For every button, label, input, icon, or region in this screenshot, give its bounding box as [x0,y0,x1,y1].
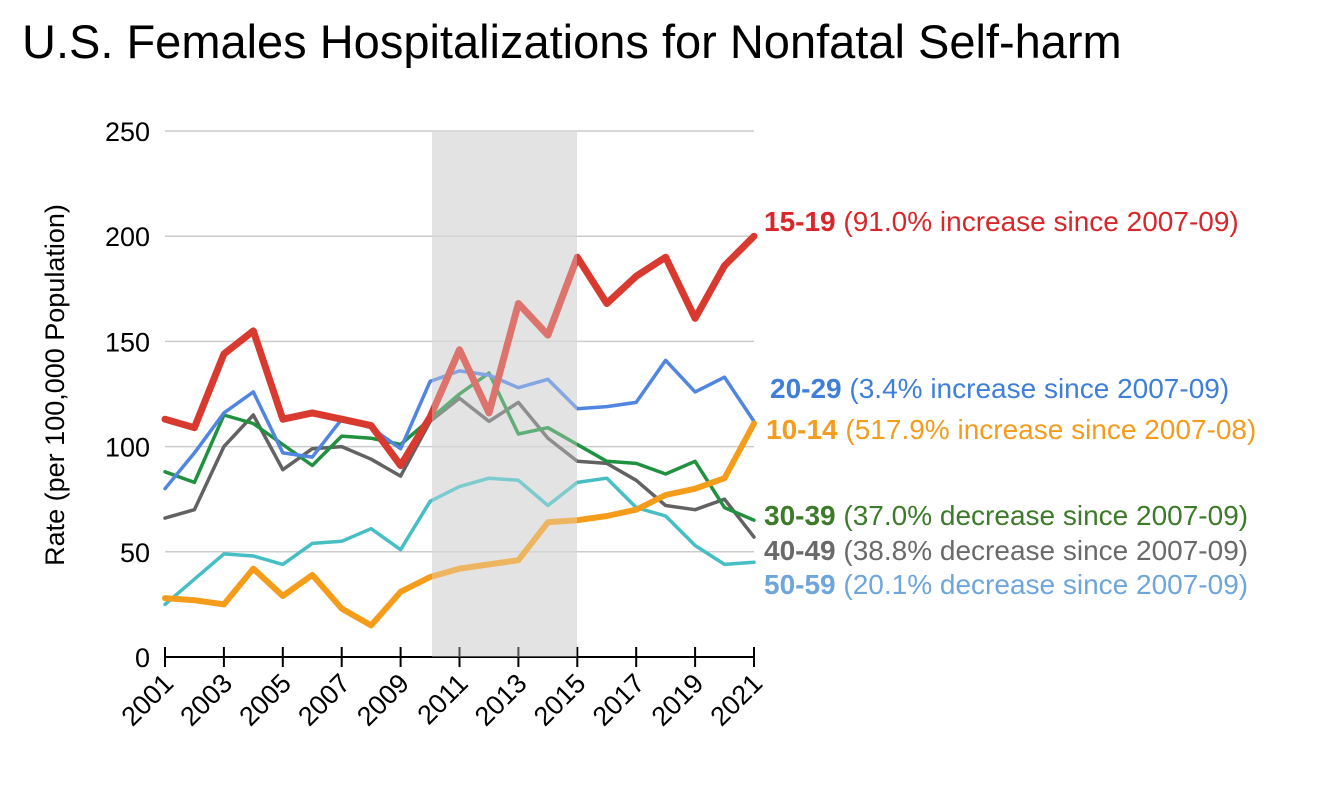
legend-50-59-label: 50-59 [764,569,836,600]
x-tick-labels: 2001200320052007200920112013201520172019… [116,668,769,732]
series-line-10-14 [162,420,757,629]
x-tick-label-2017: 2017 [587,668,651,732]
y-tick-label-100: 100 [105,433,150,463]
legend-10-14-label: 10-14 [766,414,838,445]
legend-30-39-text: (37.0% decrease since 2007-09) [843,500,1249,531]
y-tick-label-200: 200 [105,222,150,252]
y-tick-label-0: 0 [135,643,150,673]
y-tick-label-50: 50 [120,538,150,568]
x-tick-label-2015: 2015 [528,668,592,732]
gridlines [165,130,754,553]
x-tick-label-2011: 2011 [411,668,473,730]
series-line-50-59 [163,476,756,607]
legend-10-14: 10-14 (517.9% increase since 2007-08) [766,414,1256,446]
legend-15-19-label: 15-19 [764,206,836,237]
legend-15-19-text: (91.0% increase since 2007-09) [843,206,1239,237]
x-tick-label-2019: 2019 [646,668,710,732]
legend-20-29: 20-29 (3.4% increase since 2007-09) [770,373,1229,405]
x-tick-label-2013: 2013 [469,668,533,732]
x-tick-label-2021: 2021 [705,668,769,732]
legend-50-59: 50-59 (20.1% decrease since 2007-09) [764,569,1248,601]
series-lines [161,232,758,629]
series-line-30-39 [163,371,756,522]
y-tick-label-250: 250 [105,117,150,147]
series-line-20-29 [163,358,756,491]
y-tick-labels: 0 50 100 150 200 250 [105,117,150,673]
x-tick-label-2009: 2009 [351,668,415,732]
legend-40-49: 40-49 (38.8% decrease since 2007-09) [764,535,1248,567]
legend-10-14-text: (517.9% increase since 2007-08) [845,414,1257,445]
legend-40-49-text: (38.8% decrease since 2007-09) [843,535,1249,566]
y-axis-title: Rate (per 100,000 Population) [40,204,70,566]
series-line-15-19 [161,232,758,469]
x-tick-label-2007: 2007 [292,668,356,732]
axes [164,647,755,667]
x-tick-label-2003: 2003 [174,668,238,732]
legend-40-49-label: 40-49 [764,535,836,566]
legend-50-59-text: (20.1% decrease since 2007-09) [843,569,1249,600]
chart-title: U.S. Females Hospitalizations for Nonfat… [22,15,1122,68]
legend-30-39-label: 30-39 [764,500,836,531]
legend-15-19: 15-19 (91.0% increase since 2007-09) [764,206,1239,238]
period-overlay [432,131,577,657]
legend-20-29-text: (3.4% increase since 2007-09) [849,373,1230,404]
x-tick-label-2001: 2001 [116,668,180,732]
x-tick-label-2005: 2005 [233,668,297,732]
legend-30-39: 30-39 (37.0% decrease since 2007-09) [764,500,1248,532]
y-tick-label-150: 150 [105,327,150,357]
legend-20-29-label: 20-29 [770,373,842,404]
